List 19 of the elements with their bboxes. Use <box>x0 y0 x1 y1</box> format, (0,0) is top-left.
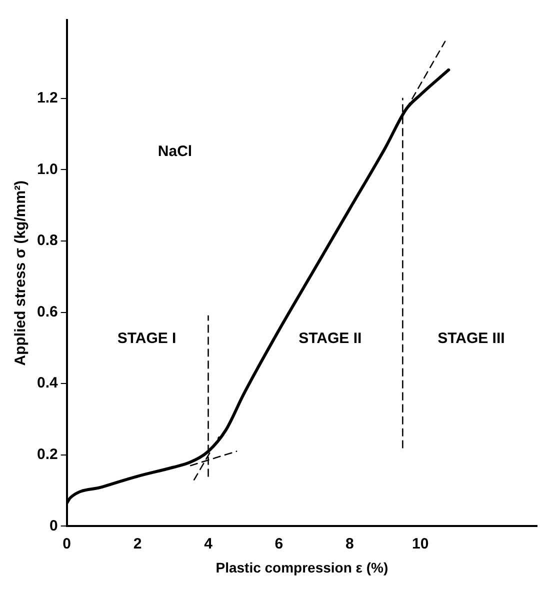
y-tick-label: 0.8 <box>36 232 58 250</box>
annotation: STAGE I <box>117 330 176 348</box>
y-tick-label: 0.4 <box>36 374 58 392</box>
annotation: NaCl <box>158 142 192 160</box>
annotation: STAGE III <box>438 330 505 348</box>
y-axis-title: Applied stress σ (kg/mm²) <box>12 180 30 366</box>
x-tick-label: 10 <box>412 535 429 552</box>
y-tick-label: 0 <box>50 517 58 534</box>
x-tick-label: 4 <box>204 535 214 552</box>
x-axis-title: Plastic compression ε (%) <box>216 559 388 576</box>
x-tick-label: 8 <box>345 535 354 552</box>
annotation: STAGE II <box>298 330 362 348</box>
y-tick-label: 1.2 <box>36 90 58 107</box>
y-tick-label: 0.2 <box>36 446 58 464</box>
x-tick-label: 6 <box>274 535 284 552</box>
x-tick-label: 2 <box>133 535 142 552</box>
x-tick-label: 0 <box>62 535 72 552</box>
y-tick-label: 0.6 <box>36 303 58 320</box>
y-tick-label: 1.0 <box>36 160 58 178</box>
